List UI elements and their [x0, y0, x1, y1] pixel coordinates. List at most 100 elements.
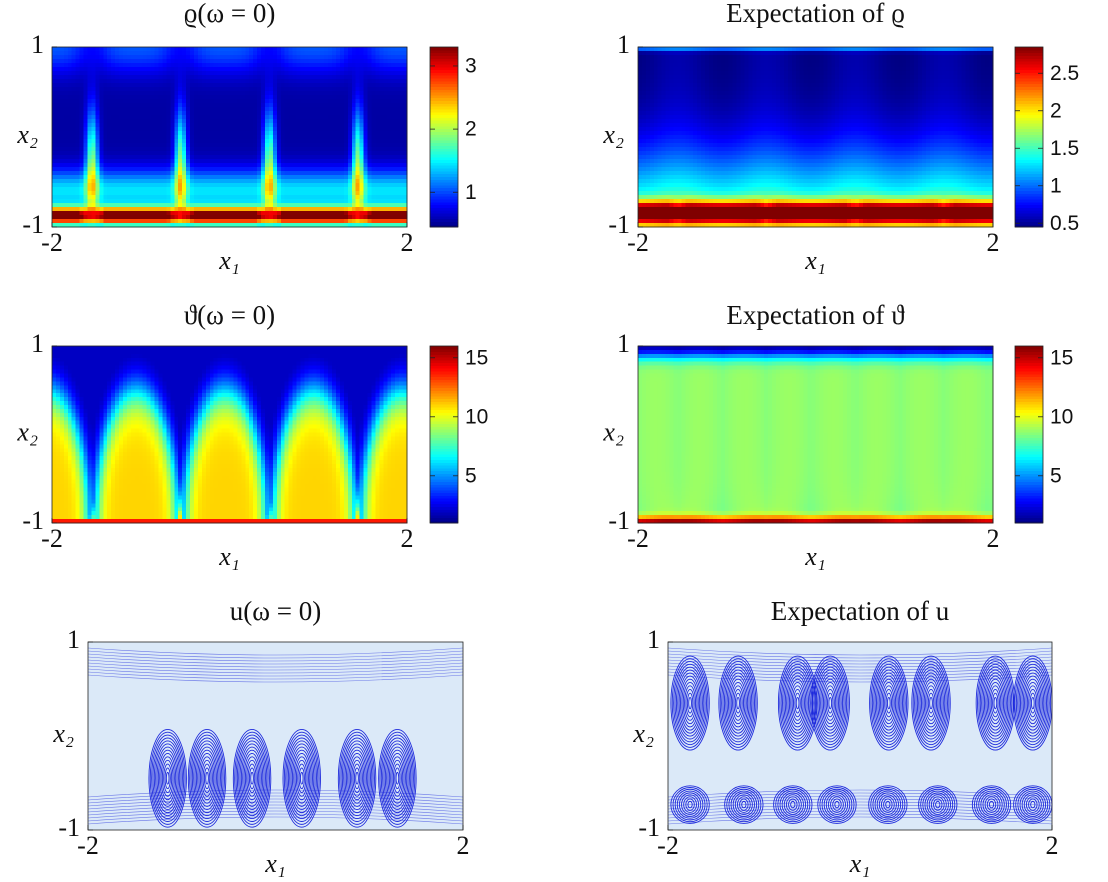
- heatmap-cell: [363, 151, 369, 156]
- heatmap-cell: [693, 187, 698, 192]
- heatmap-cell: [375, 179, 380, 184]
- heatmap-cell: [213, 203, 219, 208]
- heatmap-cell: [677, 83, 682, 88]
- heatmap-cell: [158, 139, 164, 144]
- heatmap-cell: [99, 143, 104, 148]
- heatmap-cell: [395, 67, 400, 72]
- heatmap-cell: [367, 155, 373, 160]
- heatmap-cell: [79, 79, 85, 84]
- heatmap-cell: [63, 131, 69, 136]
- heatmap-cell: [119, 115, 124, 120]
- heatmap-cell: [134, 199, 140, 204]
- heatmap-cell: [359, 191, 365, 196]
- heatmap-cell: [343, 91, 349, 96]
- heatmap-cell: [190, 103, 195, 108]
- heatmap-cell: [308, 107, 313, 112]
- heatmap-cell: [268, 139, 274, 144]
- heatmap-cell: [701, 99, 706, 104]
- heatmap-cell: [119, 175, 124, 180]
- heatmap-cell: [249, 223, 254, 228]
- heatmap-cell: [665, 107, 671, 112]
- heatmap-cell: [685, 203, 690, 208]
- heatmap-cell: [347, 167, 353, 172]
- heatmap-cell: [324, 203, 329, 208]
- heatmap-cell: [119, 143, 124, 148]
- heatmap-cell: [709, 155, 714, 160]
- heatmap-cell: [653, 59, 659, 64]
- heatmap-cell: [645, 183, 651, 188]
- heatmap-cell: [304, 175, 309, 180]
- heatmap-cell: [146, 187, 152, 192]
- heatmap-cell: [142, 75, 148, 80]
- heatmap-cell: [103, 79, 108, 84]
- heatmap-cell: [653, 91, 659, 96]
- heatmap-cell: [363, 215, 369, 220]
- heatmap-cell: [52, 215, 57, 220]
- heatmap-cell: [134, 215, 140, 220]
- heatmap-cell: [351, 187, 357, 192]
- heatmap-cell: [75, 123, 81, 128]
- heatmap-cell: [363, 143, 369, 148]
- heatmap-cell: [395, 107, 400, 112]
- heatmap-cell: [705, 207, 710, 212]
- heatmap-cell: [150, 131, 156, 136]
- heatmap-cell: [178, 119, 183, 124]
- heatmap-cell: [75, 67, 81, 72]
- heatmap-cell: [83, 155, 89, 160]
- heatmap-cell: [300, 63, 306, 68]
- heatmap-cell: [701, 71, 706, 76]
- heatmap-cell: [217, 131, 223, 136]
- heatmap-cell: [233, 191, 238, 196]
- heatmap-cell: [304, 135, 309, 140]
- heatmap-cell: [170, 143, 175, 148]
- heatmap-cell: [324, 47, 329, 52]
- heatmap-cell: [83, 47, 89, 52]
- heatmap-cell: [677, 63, 682, 68]
- heatmap-cell: [201, 99, 207, 104]
- heatmap-cell: [249, 123, 254, 128]
- heatmap-cell: [657, 135, 663, 140]
- heatmap-cell: [134, 55, 140, 60]
- heatmap-cell: [391, 107, 396, 112]
- heatmap-cell: [292, 167, 298, 172]
- heatmap-cell: [111, 199, 116, 204]
- heatmap-cell: [383, 223, 388, 228]
- heatmap-cell: [213, 51, 219, 56]
- heatmap-cell: [213, 147, 219, 152]
- heatmap-cell: [399, 207, 404, 212]
- heatmap-cell: [332, 67, 337, 72]
- heatmap-cell: [665, 211, 671, 216]
- heatmap-cell: [75, 55, 81, 60]
- heatmap-cell: [178, 59, 183, 64]
- colorbar-step: [430, 162, 458, 166]
- heatmap-cell: [99, 191, 104, 196]
- heatmap-cell: [292, 199, 298, 204]
- heatmap-cell: [661, 215, 667, 220]
- heatmap-cell: [205, 219, 211, 224]
- heatmap-cell: [391, 219, 396, 224]
- heatmap-cell: [391, 71, 396, 76]
- heatmap-cell: [130, 47, 136, 52]
- heatmap-cell: [701, 151, 706, 156]
- heatmap-cell: [308, 203, 313, 208]
- heatmap-cell: [268, 59, 274, 64]
- heatmap-cell: [107, 107, 112, 112]
- heatmap-cell: [395, 203, 400, 208]
- heatmap-cell: [673, 55, 679, 60]
- heatmap-cell: [284, 151, 290, 156]
- heatmap-cell: [288, 187, 294, 192]
- heatmap-cell: [300, 175, 306, 180]
- heatmap-cell: [665, 171, 671, 176]
- heatmap-cell: [130, 191, 136, 196]
- heatmap-cell: [379, 55, 384, 60]
- heatmap-cell: [174, 79, 179, 84]
- heatmap-cell: [312, 127, 317, 132]
- heatmap-cell: [83, 79, 89, 84]
- heatmap-cell: [138, 219, 144, 224]
- heatmap-cell: [123, 167, 128, 172]
- heatmap-cell: [221, 223, 227, 228]
- heatmap-cell: [213, 211, 219, 216]
- heatmap-cell: [371, 143, 377, 148]
- heatmap-cell: [638, 139, 643, 144]
- heatmap-cell: [336, 211, 341, 216]
